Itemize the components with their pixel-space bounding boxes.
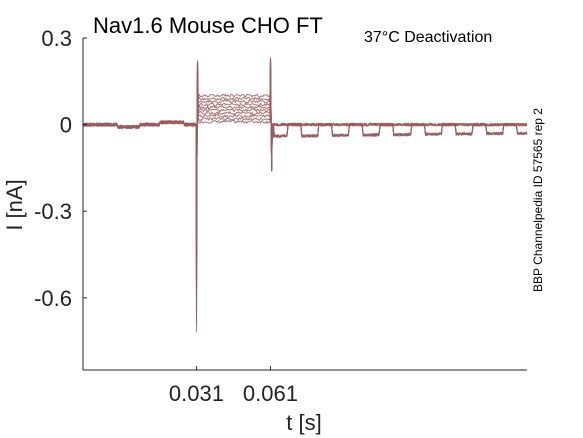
trace-line	[82, 57, 528, 313]
trace-line	[82, 57, 528, 293]
trace-line	[82, 57, 528, 284]
y-tick-label: -0.3	[34, 199, 72, 224]
trace-line	[82, 57, 528, 323]
y-axis-label: I [nA]	[2, 179, 27, 230]
y-ticks: 0.3 0 -0.3 -0.6	[34, 26, 87, 311]
trace-line	[82, 57, 528, 254]
trace-line	[82, 57, 528, 264]
chart-annotation: 37°C Deactivation	[364, 29, 492, 46]
chart-title: Nav1.6 Mouse CHO FT	[93, 13, 323, 38]
traces	[82, 57, 528, 332]
x-tick-label: 0.061	[243, 381, 298, 406]
trace-line	[82, 57, 528, 245]
side-label: BBP Channelpedia ID 57565 rep 2	[531, 108, 545, 292]
x-axis-label: t [s]	[286, 410, 321, 435]
x-ticks: 0.031 0.061	[169, 366, 298, 406]
y-tick-label: -0.6	[34, 286, 72, 311]
trace-line	[82, 57, 528, 332]
trace-line	[82, 57, 528, 303]
y-tick-label: 0	[60, 113, 72, 138]
trace-line	[82, 57, 528, 274]
axes	[82, 38, 527, 371]
x-tick-label: 0.031	[169, 381, 224, 406]
y-tick-label: 0.3	[41, 26, 72, 51]
